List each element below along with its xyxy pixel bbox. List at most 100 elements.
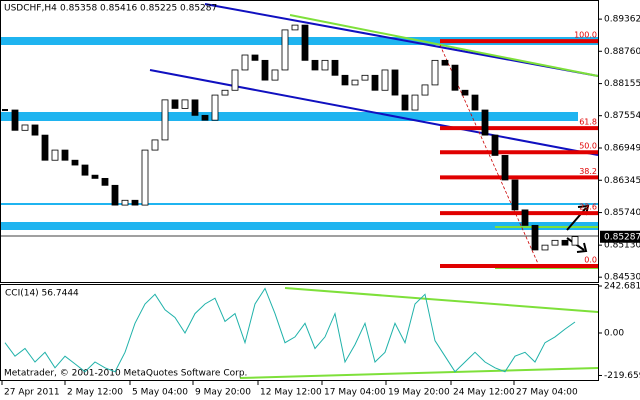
candle [281,29,289,71]
candle [181,99,189,109]
candle [311,59,319,71]
candle [531,224,539,251]
candle [121,199,129,206]
candle [101,177,109,186]
x-tick-label: 2 May 12:00 [67,388,123,398]
candle [151,139,159,151]
y-tick-label: 0.88155 [604,79,640,89]
candle [391,69,399,96]
candle [501,155,509,181]
trend-line [149,69,599,156]
y-tick-label: 242.6814 [604,282,640,292]
candle [71,159,79,166]
header-value: 0.85416 [100,4,137,14]
candle [301,24,309,61]
candle [321,59,329,71]
y-tick-label: -219.659 [604,371,640,381]
candle [211,94,219,121]
x-tick-label: 27 Apr 2011 [4,388,60,398]
y-tick-label: 0.87554 [604,111,640,121]
candle [201,114,209,121]
candle [331,59,339,76]
y-tick-label: 0.84530 [604,273,640,283]
candle [481,109,489,136]
candle [21,124,29,131]
last-price-box [600,230,640,243]
cci-title: CCI(14) 56.7444 [5,289,79,299]
y-tick-label: 0.85740 [604,208,640,218]
candle [81,164,89,176]
candle [371,74,379,91]
candle [251,54,259,61]
y-tick-label: 0.85130 [604,241,640,251]
x-tick-label: 12 May 12:00 [260,388,322,398]
y-tick-label: 0.89362 [604,15,640,25]
candle [511,179,519,211]
x-tick-label: 19 May 20:00 [388,388,450,398]
candle [261,59,269,81]
x-tick-label: 24 May 12:00 [453,388,515,398]
candle [551,239,559,246]
trend-line [289,14,599,77]
fib-label: 100.0 [574,31,597,40]
candle [41,134,49,161]
candle [461,89,469,96]
candle [491,134,499,156]
main-frame [0,0,599,283]
last-price-label: 0.85287 [604,232,640,242]
candle [171,99,179,109]
candle [351,79,359,86]
candle [11,109,19,131]
candle [381,69,389,91]
level-band [0,222,598,230]
header-value: 0.85225 [140,4,177,14]
trend-line [284,287,599,313]
y-tick-label: 0.86949 [604,143,640,153]
cci-line [4,287,576,373]
candle [161,99,169,141]
fib-label: 23.6 [579,203,597,212]
x-tick-label: 9 May 20:00 [195,388,251,398]
candle [521,209,529,226]
candle [341,74,349,86]
candle [31,124,39,136]
candle [141,149,149,206]
candle [401,94,409,111]
candle [431,59,439,86]
candle [91,174,99,179]
level-band [0,112,578,121]
fib-label: 0.0 [584,255,597,264]
trend-line [239,367,599,379]
candle [51,149,59,161]
candle [361,74,369,81]
header-value: 0.85358 [60,4,97,14]
candle [571,236,579,246]
candle [221,89,229,96]
candle [451,64,459,91]
copyright: Metatrader, © 2001-2010 MetaQuotes Softw… [4,369,247,379]
header-value: 0.85287 [180,4,217,14]
x-tick-label: 17 May 04:00 [324,388,386,398]
drawings [0,3,599,379]
candle [471,94,479,111]
candle [541,244,549,251]
level-band [0,37,598,45]
candle [421,84,429,96]
fib-label: 50.0 [579,142,597,151]
candle [411,94,419,111]
candle [2,109,8,112]
candle [61,149,69,161]
y-tick-label: 0.88760 [604,47,640,57]
fib-label: 61.8 [579,118,597,127]
fib-label: 38.2 [579,167,597,176]
candle [291,24,299,31]
x-tick-label: 27 May 04:00 [516,388,578,398]
candle [271,69,279,81]
candle [241,54,249,71]
candle [111,184,119,206]
y-tick-label: 0.00 [604,328,624,338]
x-tick-label: 5 May 04:00 [132,388,188,398]
chart-title: USDCHF,H4 [4,4,57,14]
